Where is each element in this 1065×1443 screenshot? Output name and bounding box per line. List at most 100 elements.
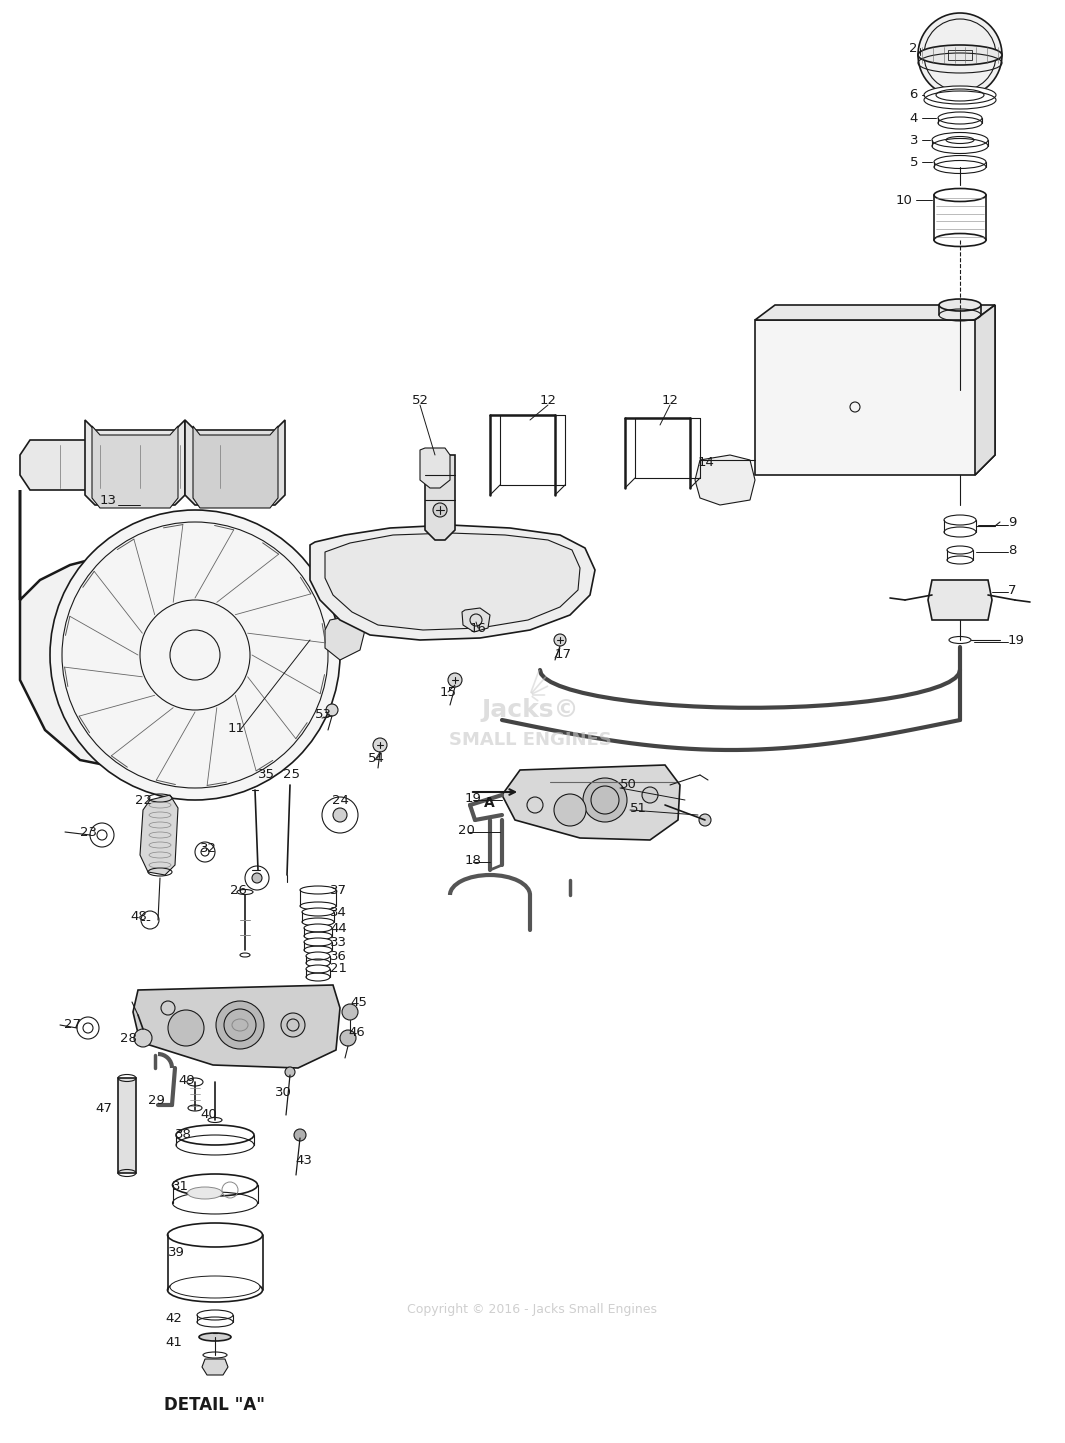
Polygon shape <box>185 420 285 505</box>
Ellipse shape <box>934 234 986 247</box>
Text: 31: 31 <box>173 1180 189 1193</box>
Polygon shape <box>118 1078 136 1173</box>
Circle shape <box>326 704 338 716</box>
Text: 23: 23 <box>80 825 97 838</box>
Polygon shape <box>310 525 595 641</box>
Ellipse shape <box>170 1276 260 1299</box>
Text: 37: 37 <box>330 883 347 896</box>
Circle shape <box>216 1001 264 1049</box>
Ellipse shape <box>167 1224 262 1247</box>
Text: 2: 2 <box>910 42 918 55</box>
Text: 30: 30 <box>275 1085 292 1098</box>
Text: 5: 5 <box>910 156 918 169</box>
Ellipse shape <box>938 113 982 124</box>
Text: 52: 52 <box>412 394 429 407</box>
Text: DETAIL "A": DETAIL "A" <box>164 1395 265 1414</box>
Text: 22: 22 <box>135 794 152 807</box>
Text: 41: 41 <box>165 1336 182 1349</box>
Text: 20: 20 <box>458 824 475 837</box>
Text: 26: 26 <box>230 883 247 896</box>
Polygon shape <box>140 795 178 874</box>
Polygon shape <box>202 1359 228 1375</box>
Text: 34: 34 <box>330 906 347 919</box>
Text: 12: 12 <box>540 394 557 407</box>
Text: 42: 42 <box>165 1312 182 1325</box>
Ellipse shape <box>304 924 332 932</box>
Text: 12: 12 <box>662 394 679 407</box>
Circle shape <box>583 778 627 823</box>
Text: 6: 6 <box>910 88 918 101</box>
Text: 17: 17 <box>555 648 572 661</box>
Circle shape <box>322 797 358 833</box>
Text: 19: 19 <box>1007 633 1025 646</box>
Ellipse shape <box>203 1352 227 1358</box>
Text: 3: 3 <box>910 134 918 147</box>
Circle shape <box>699 814 711 825</box>
Text: 11: 11 <box>228 722 245 734</box>
Circle shape <box>134 1029 152 1048</box>
Polygon shape <box>420 447 450 488</box>
Polygon shape <box>20 440 250 491</box>
Text: 51: 51 <box>630 801 648 814</box>
Circle shape <box>642 786 658 802</box>
Ellipse shape <box>934 189 986 202</box>
Text: 29: 29 <box>148 1094 165 1107</box>
Text: 21: 21 <box>330 962 347 975</box>
Text: 48: 48 <box>130 911 147 924</box>
Ellipse shape <box>187 1188 223 1199</box>
Ellipse shape <box>944 515 976 525</box>
Circle shape <box>448 672 462 687</box>
Circle shape <box>340 1030 356 1046</box>
Text: 47: 47 <box>95 1101 112 1114</box>
Text: 10: 10 <box>895 193 912 206</box>
Polygon shape <box>695 455 755 505</box>
Polygon shape <box>325 615 365 659</box>
Text: 49: 49 <box>178 1074 195 1087</box>
Circle shape <box>252 873 262 883</box>
Ellipse shape <box>199 1333 231 1341</box>
Ellipse shape <box>187 1078 203 1087</box>
Polygon shape <box>928 580 992 620</box>
Polygon shape <box>133 986 340 1068</box>
Polygon shape <box>193 426 278 508</box>
Circle shape <box>554 794 586 825</box>
Polygon shape <box>425 455 455 540</box>
Ellipse shape <box>300 886 335 895</box>
Ellipse shape <box>197 1310 233 1320</box>
Text: Jacks©: Jacks© <box>481 698 578 722</box>
Ellipse shape <box>947 545 973 554</box>
Text: 46: 46 <box>348 1026 364 1039</box>
Text: 44: 44 <box>330 922 347 935</box>
Circle shape <box>373 737 387 752</box>
Ellipse shape <box>306 952 330 960</box>
Circle shape <box>285 1066 295 1076</box>
Text: Copyright © 2016 - Jacks Small Engines: Copyright © 2016 - Jacks Small Engines <box>407 1303 657 1316</box>
Text: 32: 32 <box>200 841 217 854</box>
Polygon shape <box>462 608 490 632</box>
Text: 40: 40 <box>200 1108 217 1121</box>
Ellipse shape <box>176 1126 253 1144</box>
Text: 4: 4 <box>910 111 918 124</box>
Ellipse shape <box>932 133 988 147</box>
Text: 38: 38 <box>175 1128 192 1141</box>
Circle shape <box>50 509 340 799</box>
Text: 16: 16 <box>470 622 487 635</box>
Text: A: A <box>484 797 495 810</box>
Polygon shape <box>974 304 995 475</box>
Circle shape <box>168 1010 204 1046</box>
Circle shape <box>281 1013 305 1038</box>
Circle shape <box>433 504 447 517</box>
Text: 36: 36 <box>330 949 347 962</box>
Polygon shape <box>502 765 679 840</box>
Text: 18: 18 <box>465 853 481 866</box>
Circle shape <box>918 13 1002 97</box>
Polygon shape <box>92 426 178 508</box>
Polygon shape <box>85 420 185 505</box>
Polygon shape <box>755 304 995 475</box>
Text: 15: 15 <box>440 685 457 698</box>
Text: 54: 54 <box>368 752 384 765</box>
Text: 33: 33 <box>330 935 347 948</box>
Ellipse shape <box>173 1175 258 1196</box>
Ellipse shape <box>934 156 986 169</box>
Ellipse shape <box>302 908 334 916</box>
